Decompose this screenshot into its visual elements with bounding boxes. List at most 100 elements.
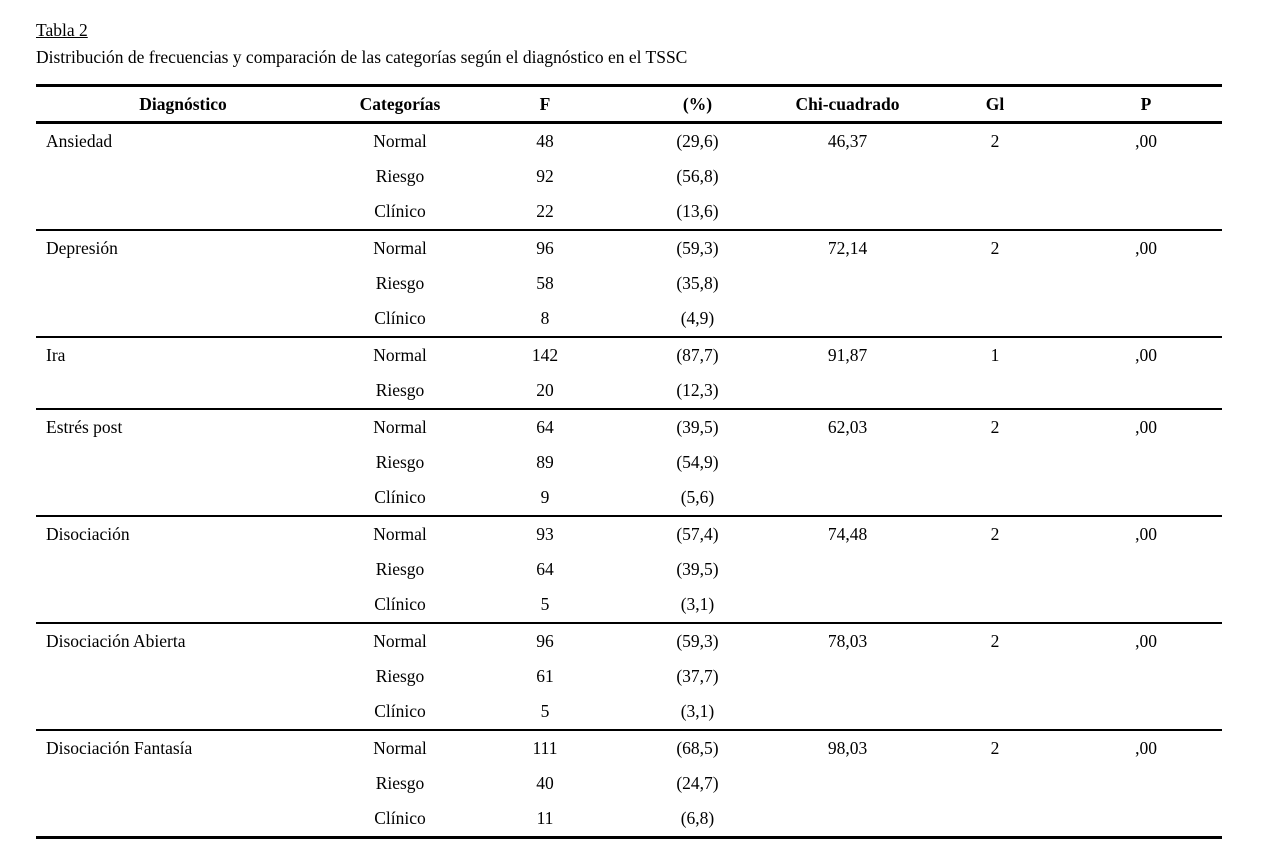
cell-f: 111	[532, 738, 558, 758]
cell-p	[1070, 587, 1222, 624]
cell-gl: 2	[990, 238, 1000, 258]
cell-categoria: Riesgo	[375, 559, 425, 579]
cell-gl: 2	[990, 131, 1000, 151]
cell-p: ,00	[1135, 631, 1157, 651]
cell-chi-cuadrado	[775, 801, 920, 839]
cell-diagnostico	[36, 266, 330, 301]
cell-gl: 2	[990, 631, 1000, 651]
cell-pct: (54,9)	[676, 452, 719, 472]
cell-f: 93	[536, 524, 554, 544]
cell-chi-cuadrado	[775, 301, 920, 338]
cell-gl	[920, 587, 1070, 624]
cell-gl	[920, 552, 1070, 587]
cell-pct: (35,8)	[676, 273, 719, 293]
table-header: Diagnóstico Categorías F (%) Chi-cuadrad…	[36, 85, 1222, 124]
cell-diagnostico: Disociación	[46, 524, 130, 544]
cell-chi-cuadrado: 78,03	[827, 631, 868, 651]
cell-pct: (56,8)	[676, 166, 719, 186]
table-row: Disociación Fantasía Normal 111 (68,5) 98,03…	[36, 730, 1222, 766]
cell-chi-cuadrado: 72,14	[827, 238, 868, 258]
cell-f: 20	[470, 373, 620, 410]
cell-gl: 1	[990, 345, 1000, 365]
cell-categoria: Riesgo	[375, 666, 425, 686]
cell-pct: (59,3)	[676, 631, 719, 651]
cell-diagnostico	[36, 194, 330, 231]
frequency-table: Diagnóstico Categorías F (%) Chi-cuadrad…	[36, 84, 1222, 839]
cell-gl	[920, 480, 1070, 517]
cell-p: ,00	[1135, 524, 1157, 544]
cell-categoria: Normal	[373, 417, 427, 437]
table-row: Ansiedad Normal 48 (29,6) 46,37 2 ,00	[36, 123, 1222, 160]
cell-chi-cuadrado	[775, 194, 920, 231]
cell-diagnostico	[36, 445, 330, 480]
cell-p	[1070, 445, 1222, 480]
cell-categoria: Clínico	[330, 194, 470, 231]
cell-categoria: Clínico	[330, 694, 470, 731]
column-header-p: P	[1070, 85, 1222, 124]
cell-categoria: Clínico	[330, 801, 470, 839]
cell-f: 48	[536, 131, 554, 151]
cell-chi-cuadrado: 74,48	[827, 524, 868, 544]
cell-diagnostico	[36, 659, 330, 694]
cell-pct: (29,6)	[676, 131, 719, 151]
table-row: Depresión Normal 96 (59,3) 72,14 2 ,00	[36, 230, 1222, 266]
cell-diagnostico	[36, 301, 330, 338]
cell-f: 96	[536, 238, 554, 258]
table-row: Clínico 5 (3,1)	[36, 694, 1222, 731]
cell-p	[1070, 659, 1222, 694]
cell-f: 92	[536, 166, 554, 186]
table-title: Tabla 2	[36, 20, 88, 40]
cell-pct: (3,1)	[620, 587, 775, 624]
cell-pct: (59,3)	[676, 238, 719, 258]
cell-p	[1070, 766, 1222, 801]
table-row: Clínico 11 (6,8)	[36, 801, 1222, 839]
column-header-f: F	[470, 85, 620, 124]
cell-f: 11	[470, 801, 620, 839]
cell-gl: 2	[990, 738, 1000, 758]
cell-pct: (39,5)	[676, 559, 719, 579]
cell-f: 142	[531, 345, 559, 365]
cell-gl	[920, 159, 1070, 194]
table-row: Ira Normal 142 (87,7) 91,87 1 ,00	[36, 337, 1222, 373]
cell-p	[1070, 266, 1222, 301]
table-row: Clínico 9 (5,6)	[36, 480, 1222, 517]
table-row: Clínico 8 (4,9)	[36, 301, 1222, 338]
table-body: Ansiedad Normal 48 (29,6) 46,37 2,00 Riesgo 92(…	[36, 123, 1222, 839]
cell-f: 5	[470, 694, 620, 731]
cell-f: 96	[536, 631, 554, 651]
cell-f: 5	[470, 587, 620, 624]
cell-diagnostico	[36, 552, 330, 587]
cell-pct: (3,1)	[620, 694, 775, 731]
column-header-categorias: Categorías	[330, 85, 470, 124]
cell-diagnostico: Ansiedad	[46, 131, 113, 151]
cell-categoria: Riesgo	[375, 166, 425, 186]
cell-chi-cuadrado: 91,87	[827, 345, 868, 365]
cell-categoria: Clínico	[330, 587, 470, 624]
cell-chi-cuadrado	[775, 587, 920, 624]
table-row: Clínico 5 (3,1)	[36, 587, 1222, 624]
cell-diagnostico	[36, 159, 330, 194]
cell-chi-cuadrado	[775, 373, 920, 410]
cell-categoria: Normal	[373, 738, 427, 758]
cell-categoria: Normal	[373, 524, 427, 544]
cell-chi-cuadrado	[775, 766, 920, 801]
column-header-diagnostico: Diagnóstico	[36, 85, 330, 124]
cell-p: ,00	[1135, 131, 1157, 151]
cell-chi-cuadrado	[775, 480, 920, 517]
cell-f: 89	[536, 452, 554, 472]
cell-f: 9	[470, 480, 620, 517]
cell-diagnostico: Estrés post	[46, 417, 123, 437]
cell-diagnostico: Ira	[46, 345, 66, 365]
cell-chi-cuadrado	[775, 659, 920, 694]
cell-f: 22	[470, 194, 620, 231]
cell-gl	[920, 445, 1070, 480]
table-row: Riesgo 64 (39,5)	[36, 552, 1222, 587]
cell-pct: (13,6)	[620, 194, 775, 231]
cell-p	[1070, 552, 1222, 587]
cell-categoria: Riesgo	[375, 273, 425, 293]
cell-diagnostico: Disociación Fantasía	[46, 738, 193, 758]
table-row: Riesgo 40 (24,7)	[36, 766, 1222, 801]
cell-gl: 2	[990, 524, 1000, 544]
cell-p	[1070, 301, 1222, 338]
